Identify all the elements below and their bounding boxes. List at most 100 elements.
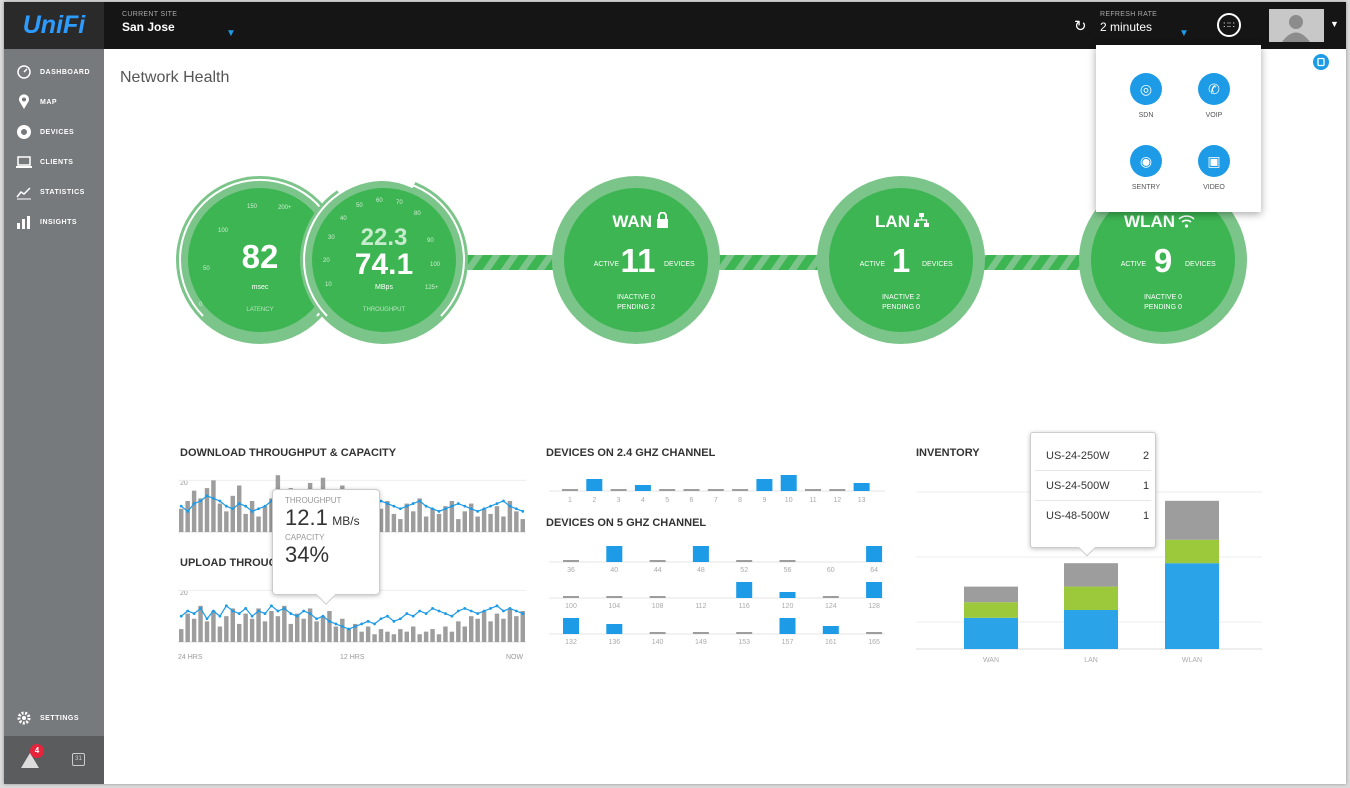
avatar[interactable] (1269, 9, 1324, 42)
save-icon[interactable] (1313, 54, 1329, 70)
throughput-point (205, 617, 209, 621)
site-chevron-down-icon[interactable]: ▼ (226, 28, 236, 39)
model-count: 1 (1143, 510, 1150, 522)
channel-label: 2 (592, 497, 596, 504)
channel-24-chart[interactable]: 1 2 3 4 5 6 7 8 9 10 11 12 13 (549, 464, 885, 506)
channel-bar (634, 485, 651, 491)
wifi-icon (1178, 214, 1195, 228)
throughput-point (186, 609, 190, 613)
sidebar-item-settings[interactable]: SETTINGS (4, 703, 104, 733)
channel-bar (649, 632, 666, 634)
capacity-bar (391, 513, 397, 532)
wlan-node[interactable] (1079, 176, 1247, 344)
throughput-tick-125: 125+ (425, 285, 439, 291)
sidebar-item-devices[interactable]: DEVICES (4, 117, 104, 147)
sidebar-item-dashboard[interactable]: DASHBOARD (4, 57, 104, 87)
channel-bar (736, 560, 753, 562)
channel-bar (586, 479, 603, 491)
unifi-logo[interactable]: UniFi (4, 2, 104, 49)
x-label-12hrs: 12 HRS (340, 654, 365, 661)
capacity-bar (411, 626, 416, 642)
capacity-bar (436, 634, 442, 642)
capacity-bar (211, 611, 216, 642)
page-title: Network Health (120, 69, 230, 86)
channel-bar (736, 582, 753, 598)
throughput-point (392, 504, 396, 508)
refresh-chevron-down-icon[interactable]: ▼ (1179, 28, 1189, 39)
calendar-icon[interactable]: 31 (72, 753, 85, 766)
capacity-bar (423, 516, 429, 532)
inventory-bar-segment (1064, 610, 1118, 649)
channel-bar (779, 560, 796, 562)
throughput-point (237, 502, 241, 505)
throughput-point (282, 607, 286, 610)
app-window: UniFi CURRENT SITE San Jose ▼ ↻ REFRESH … (4, 2, 1346, 784)
sidebar-item-clients[interactable]: CLIENTS (4, 147, 104, 177)
sidebar-item-insights[interactable]: INSIGHTS (4, 207, 104, 237)
capacity-bar (282, 605, 287, 642)
throughput-point (502, 609, 505, 613)
channel-5-chart[interactable]: 36 40 44 48 52 56 60 64 100 104 108 112 116 120 124 128… (549, 538, 885, 664)
channel-bar (822, 626, 839, 634)
app-sdn[interactable]: ◎ SDN (1116, 73, 1176, 119)
throughput-point (418, 609, 422, 613)
throughput-point (179, 614, 183, 618)
latency-tick-0: 0 (199, 302, 203, 308)
capacity-bar (385, 631, 390, 642)
capacity-bar (191, 490, 197, 532)
channel-bar (866, 632, 883, 634)
capacity-bar (514, 511, 519, 532)
throughput-label: THROUGHPUT (362, 307, 406, 313)
alert-triangle-icon[interactable] (20, 752, 40, 769)
capacity-bar (353, 623, 358, 642)
capacity-bar (398, 629, 403, 642)
apps-grid-icon[interactable]: ∷∷ (1217, 13, 1241, 37)
channel-label: 157 (782, 639, 794, 646)
inventory-bar-segment (964, 602, 1018, 618)
throughput-point (192, 612, 196, 615)
channel-bar (736, 632, 753, 634)
alert-count-badge: 4 (30, 744, 44, 758)
throughput-point (224, 604, 228, 608)
throughput-point (405, 504, 409, 508)
capacity-bar (423, 631, 429, 642)
throughput-point (302, 609, 306, 613)
throughput-point (257, 507, 260, 511)
capacity-bar (224, 511, 229, 532)
avatar-chevron-down-icon[interactable]: ▼ (1330, 19, 1339, 29)
inventory-chart[interactable]: WAN LAN WLAN (916, 462, 1262, 667)
capacity-bar (417, 634, 422, 642)
capacity-bar (243, 613, 248, 642)
throughput-point (353, 625, 357, 628)
throughput-tick-70: 70 (396, 200, 403, 206)
capacity-bar (243, 513, 248, 532)
site-selector[interactable]: CURRENT SITE San Jose (122, 11, 177, 34)
inventory-bar-segment (1165, 563, 1219, 649)
channel-label: 116 (739, 603, 750, 610)
latency-gauge[interactable] (176, 176, 344, 344)
capacity-bar (262, 506, 268, 532)
lan-node[interactable] (817, 176, 985, 344)
channel-bar (562, 489, 578, 491)
refresh-rate-selector[interactable]: REFRESH RATE 2 minutes (1100, 11, 1157, 34)
sidebar-item-statistics[interactable]: STATISTICS (4, 177, 104, 207)
refresh-icon: ↻ (1074, 18, 1087, 35)
channel-label: 112 (695, 603, 706, 610)
sidebar-item-map[interactable]: MAP (4, 87, 104, 117)
capacity-bar (230, 495, 235, 532)
app-voip[interactable]: ✆ VOIP (1184, 73, 1244, 119)
inventory-category-label: WAN (983, 657, 999, 664)
throughput-point (469, 507, 473, 511)
app-sentry[interactable]: ◉ SENTRY (1116, 145, 1176, 191)
bar-chart-icon (16, 214, 32, 230)
refresh-value: 2 minutes (1100, 20, 1153, 34)
app-video[interactable]: ▣ VIDEO (1184, 145, 1244, 191)
throughput-point (315, 617, 318, 621)
model-count: 1 (1143, 479, 1150, 492)
wan-node[interactable] (552, 176, 720, 344)
throughput-gauge[interactable] (300, 173, 468, 344)
capacity-bar (501, 516, 506, 532)
capacity-bar (481, 508, 487, 532)
channel-label: 7 (714, 497, 718, 504)
capacity-bar (340, 618, 345, 642)
